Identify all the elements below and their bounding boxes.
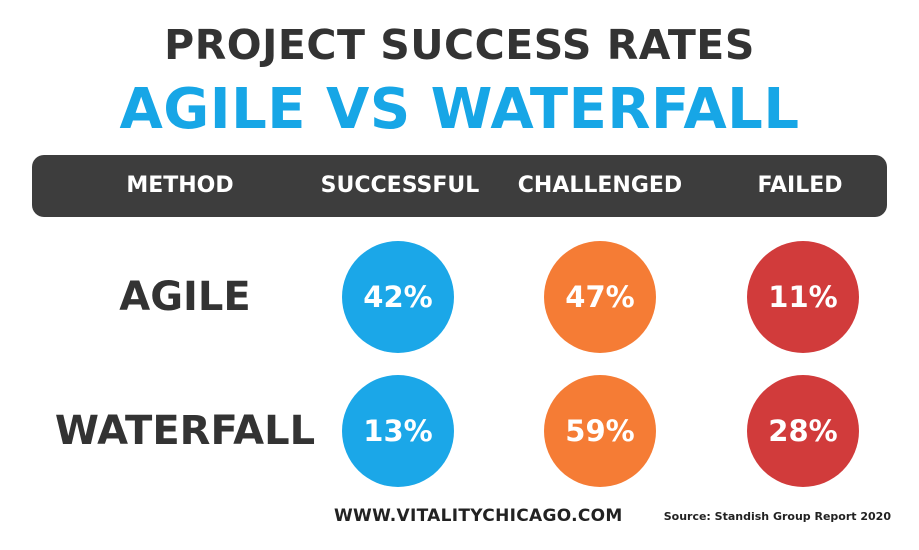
header-method: METHOD	[126, 173, 234, 198]
footer-website[interactable]: WWW.VITALITYCHICAGO.COM	[334, 506, 623, 526]
circle-agile-successful: 42%	[342, 241, 454, 353]
circle-waterfall-successful: 13%	[342, 375, 454, 487]
circle-agile-failed: 11%	[747, 241, 859, 353]
chart-title: PROJECT SUCCESS RATES	[164, 21, 755, 69]
circle-agile-challenged: 47%	[544, 241, 656, 353]
footer-source: Source: Standish Group Report 2020	[663, 510, 891, 523]
header-challenged: CHALLENGED	[517, 173, 683, 198]
chart-subtitle: AGILE VS WATERFALL	[119, 77, 800, 142]
header-bar: METHOD SUCCESSFUL CHALLENGED FAILED	[32, 155, 887, 217]
row-label-agile: AGILE	[119, 274, 251, 320]
header-successful: SUCCESSFUL	[320, 173, 480, 198]
circle-waterfall-challenged: 59%	[544, 375, 656, 487]
row-label-waterfall: WATERFALL	[54, 408, 316, 454]
header-failed: FAILED	[757, 173, 843, 198]
circle-waterfall-failed: 28%	[747, 375, 859, 487]
